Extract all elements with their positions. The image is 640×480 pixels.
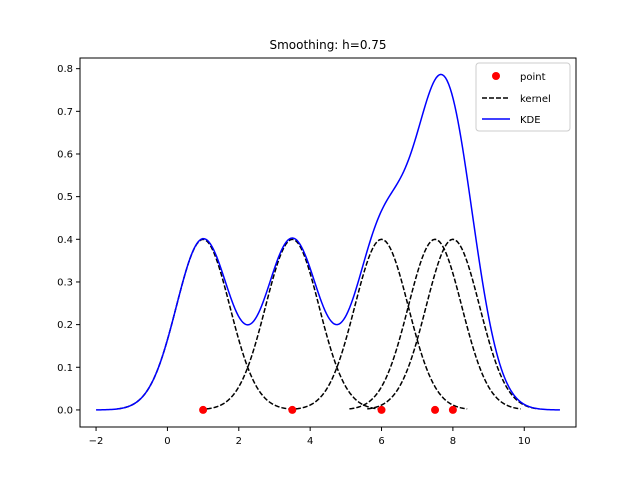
y-tick-label: 0.2 (57, 320, 73, 331)
kde-curve (96, 73, 560, 411)
kernel-curve-2 (206, 238, 379, 410)
y-tick-label: 0.7 (57, 107, 73, 118)
y-tick-label: 0.5 (57, 192, 73, 203)
chart-title: Smoothing: h=0.75 (269, 38, 386, 52)
legend-kde-label: KDE (520, 115, 541, 126)
legend: point kernel KDE (475, 62, 571, 132)
x-tick-label: 4 (307, 436, 313, 447)
kernel-curve-4 (349, 238, 521, 410)
kernel-curve-5 (367, 238, 539, 410)
legend-box (475, 62, 571, 132)
data-point (377, 405, 386, 414)
legend-kernel-label: kernel (520, 94, 551, 105)
axes: −2 0 2 4 6 8 10 0.0 0.1 0.2 0.3 0.4 0.5 0.6 0.7 0.8 (57, 64, 531, 447)
legend-point-marker (492, 72, 500, 80)
y-tick-label: 0.1 (57, 363, 73, 374)
x-tick-label: 6 (378, 436, 384, 447)
legend-point-label: point (520, 72, 546, 83)
x-tick-label: −2 (89, 436, 104, 447)
data-point (431, 405, 440, 414)
plot-area (96, 73, 560, 414)
axes-frame (79, 57, 577, 428)
y-tick-label: 0.3 (57, 277, 73, 288)
x-tick-label: 8 (450, 436, 456, 447)
y-tick-label: 0.0 (57, 405, 73, 416)
x-tick-label: 0 (164, 436, 170, 447)
y-tick-label: 0.8 (57, 64, 73, 75)
x-tick-label: 10 (518, 436, 531, 447)
y-tick-label: 0.6 (57, 149, 73, 160)
kernel-curve-3 (295, 238, 468, 410)
data-point (199, 405, 208, 414)
data-point (288, 405, 297, 414)
y-tick-label: 0.4 (57, 235, 73, 246)
data-point (448, 405, 457, 414)
x-tick-label: 2 (236, 436, 242, 447)
